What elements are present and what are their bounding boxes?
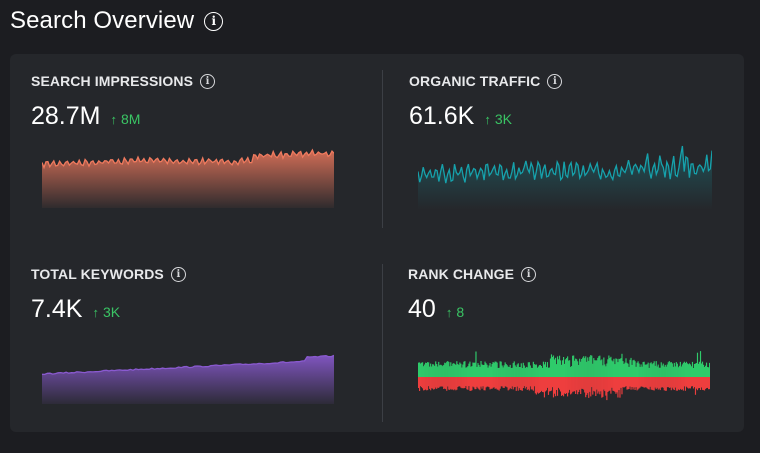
sparkline-total-keywords [42, 354, 334, 404]
info-icon[interactable]: i [170, 266, 186, 282]
card-title: SEARCH IMPRESSIONS [31, 73, 194, 89]
card-title: TOTAL KEYWORDS [31, 266, 164, 282]
delta-value: 3K [494, 111, 512, 127]
metric-value: 28.7M [31, 102, 101, 130]
info-icon[interactable]: i [200, 73, 216, 89]
delta-badge: ↑ 3K [484, 111, 512, 127]
divider-top [382, 70, 383, 228]
page-title: Search Overview [10, 7, 195, 34]
card-rank-change[interactable]: RANK CHANGE i 40 ↑ 8 [408, 265, 728, 325]
card-title: ORGANIC TRAFFIC [409, 73, 541, 89]
delta-value: 8 [456, 304, 465, 320]
metric-value: 7.4K [31, 295, 83, 323]
arrow-up-icon: ↑ [445, 305, 453, 320]
overview-header: Search Overview i [10, 6, 224, 36]
delta-value: 3K [102, 304, 121, 320]
divider-bottom [382, 264, 383, 422]
info-icon[interactable]: i [547, 73, 563, 89]
sparkline-rank-change [418, 351, 710, 401]
metric-value: 40 [408, 295, 436, 323]
card-total-keywords[interactable]: TOTAL KEYWORDS i 7.4K ↑ 3K [31, 265, 351, 325]
delta-badge: ↑ 8 [446, 304, 464, 320]
arrow-up-icon: ↑ [484, 112, 491, 127]
delta-value: 8M [120, 111, 141, 127]
metric-value: 61.6K [409, 102, 475, 130]
sparkline-search-impressions [42, 148, 334, 208]
info-icon[interactable]: i [204, 11, 224, 31]
arrow-up-icon: ↑ [110, 112, 117, 127]
card-organic-traffic[interactable]: ORGANIC TRAFFIC i 61.6K ↑ 3K [409, 72, 729, 132]
arrow-up-icon: ↑ [92, 305, 99, 320]
delta-badge: ↑ 3K [92, 304, 120, 320]
info-icon[interactable]: i [521, 266, 537, 282]
sparkline-organic-traffic [418, 145, 712, 210]
delta-badge: ↑ 8M [110, 111, 140, 127]
card-search-impressions[interactable]: SEARCH IMPRESSIONS i 28.7M ↑ 8M [31, 72, 351, 132]
card-title: RANK CHANGE [408, 266, 515, 282]
metrics-panel: SEARCH IMPRESSIONS i 28.7M ↑ 8M ORGANIC … [10, 54, 744, 432]
